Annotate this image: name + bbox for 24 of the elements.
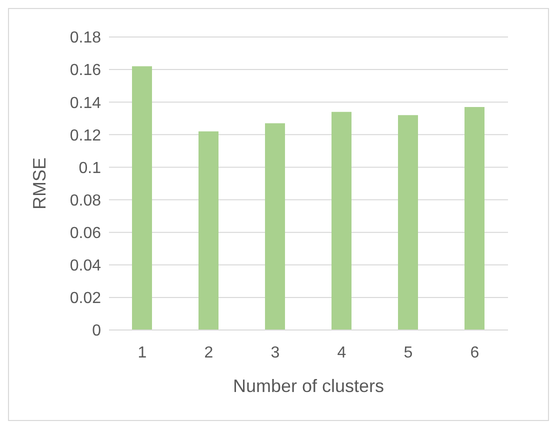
x-tick-label: 4 bbox=[337, 344, 346, 362]
x-axis-title: Number of clusters bbox=[232, 376, 384, 396]
x-tick-label: 1 bbox=[138, 344, 147, 362]
y-tick-label: 0.02 bbox=[70, 290, 102, 308]
x-tick-label: 3 bbox=[270, 344, 280, 362]
y-tick-label: 0 bbox=[92, 322, 102, 340]
bar bbox=[464, 106, 484, 330]
x-tick-label: 2 bbox=[204, 344, 214, 362]
y-tick-label: 0.06 bbox=[70, 225, 102, 242]
x-tick-label: 6 bbox=[470, 344, 480, 362]
y-tick-label: 0.18 bbox=[70, 30, 102, 47]
y-axis-title: RMSE bbox=[29, 157, 50, 210]
y-tick-label: 0.16 bbox=[70, 62, 102, 80]
bar bbox=[265, 123, 285, 330]
bar bbox=[198, 131, 218, 330]
y-tick-label: 0.1 bbox=[78, 160, 102, 177]
y-tick-label: 0.08 bbox=[70, 192, 102, 210]
y-tick-label: 0.12 bbox=[70, 127, 102, 144]
y-tick-label: 0.14 bbox=[70, 94, 102, 112]
y-tick-label: 0.04 bbox=[70, 258, 102, 275]
bar bbox=[132, 66, 152, 330]
bar bbox=[332, 112, 352, 330]
x-tick-label: 5 bbox=[404, 344, 413, 362]
bar bbox=[398, 115, 418, 330]
